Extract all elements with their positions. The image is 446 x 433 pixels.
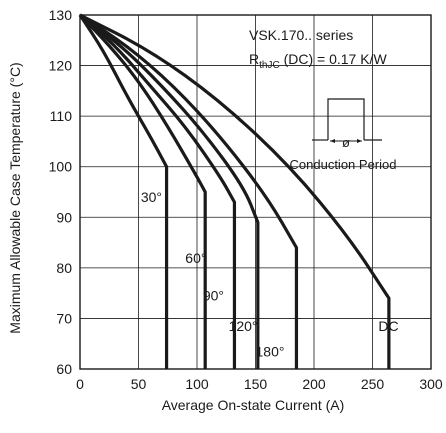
x-tick-label-1: 50 — [131, 376, 147, 392]
x-tick-label-4: 200 — [302, 376, 326, 392]
series-line-1 — [78, 13, 207, 369]
phi-arrow-head-left — [330, 139, 335, 143]
y-tick-label-0: 60 — [56, 361, 72, 377]
series-line-5 — [79, 13, 391, 369]
y-tick-label-1: 70 — [56, 310, 72, 326]
series-label-0: 30° — [141, 189, 162, 205]
r-subscript: thJC — [259, 60, 280, 71]
chart-title: VSK.170.. series — [249, 27, 353, 43]
y-axis-label: Maximum Allowable Case Temperature (°C) — [7, 62, 23, 333]
y-tick-label-6: 120 — [49, 58, 73, 74]
plot-frame — [79, 14, 432, 370]
conduction-period-pictogram: ø — [312, 98, 382, 150]
grid — [79, 14, 432, 370]
conduction-period-label: Conduction Period — [290, 157, 397, 172]
y-tick-label-3: 90 — [56, 209, 72, 225]
x-tick-label-0: 0 — [76, 376, 84, 392]
r-main: R — [249, 51, 259, 67]
series-label-4: 180° — [256, 343, 285, 359]
tick-labels: 0 50 100 150 200 250 300 60 70 80 90 100 110 120 130 — [49, 7, 443, 392]
thermal-resistance-label: RthJC (DC) = 0.17 K/W — [249, 51, 387, 71]
series-line-2 — [78, 13, 237, 369]
y-tick-label-7: 130 — [49, 7, 73, 23]
y-tick-label-5: 110 — [50, 108, 73, 124]
series-group — [78, 13, 391, 369]
phi-label: ø — [342, 135, 350, 150]
r-rest: (DC) = 0.17 K/W — [280, 51, 388, 67]
curve-labels: 30° 60° 90° 120° 180° DC — [141, 189, 399, 359]
series-line-0 — [78, 14, 169, 369]
series-line-3 — [79, 13, 260, 369]
x-tick-label-2: 100 — [185, 376, 209, 392]
series-label-1: 60° — [185, 250, 206, 266]
x-tick-label-6: 300 — [419, 376, 443, 392]
phi-arrow-head-right — [357, 139, 362, 143]
series-label-2: 90° — [203, 288, 224, 304]
y-tick-label-2: 80 — [56, 260, 72, 276]
y-tick-label-4: 100 — [49, 159, 73, 175]
waveform-pulse — [327, 98, 365, 140]
x-tick-label-3: 150 — [244, 376, 268, 392]
x-axis-label: Average On-state Current (A) — [162, 397, 345, 413]
plot-border — [79, 14, 432, 370]
series-label-5: DC — [378, 318, 398, 334]
series-line-4 — [79, 13, 299, 369]
x-tick-label-5: 250 — [361, 376, 385, 392]
series-label-3: 120° — [229, 318, 258, 334]
